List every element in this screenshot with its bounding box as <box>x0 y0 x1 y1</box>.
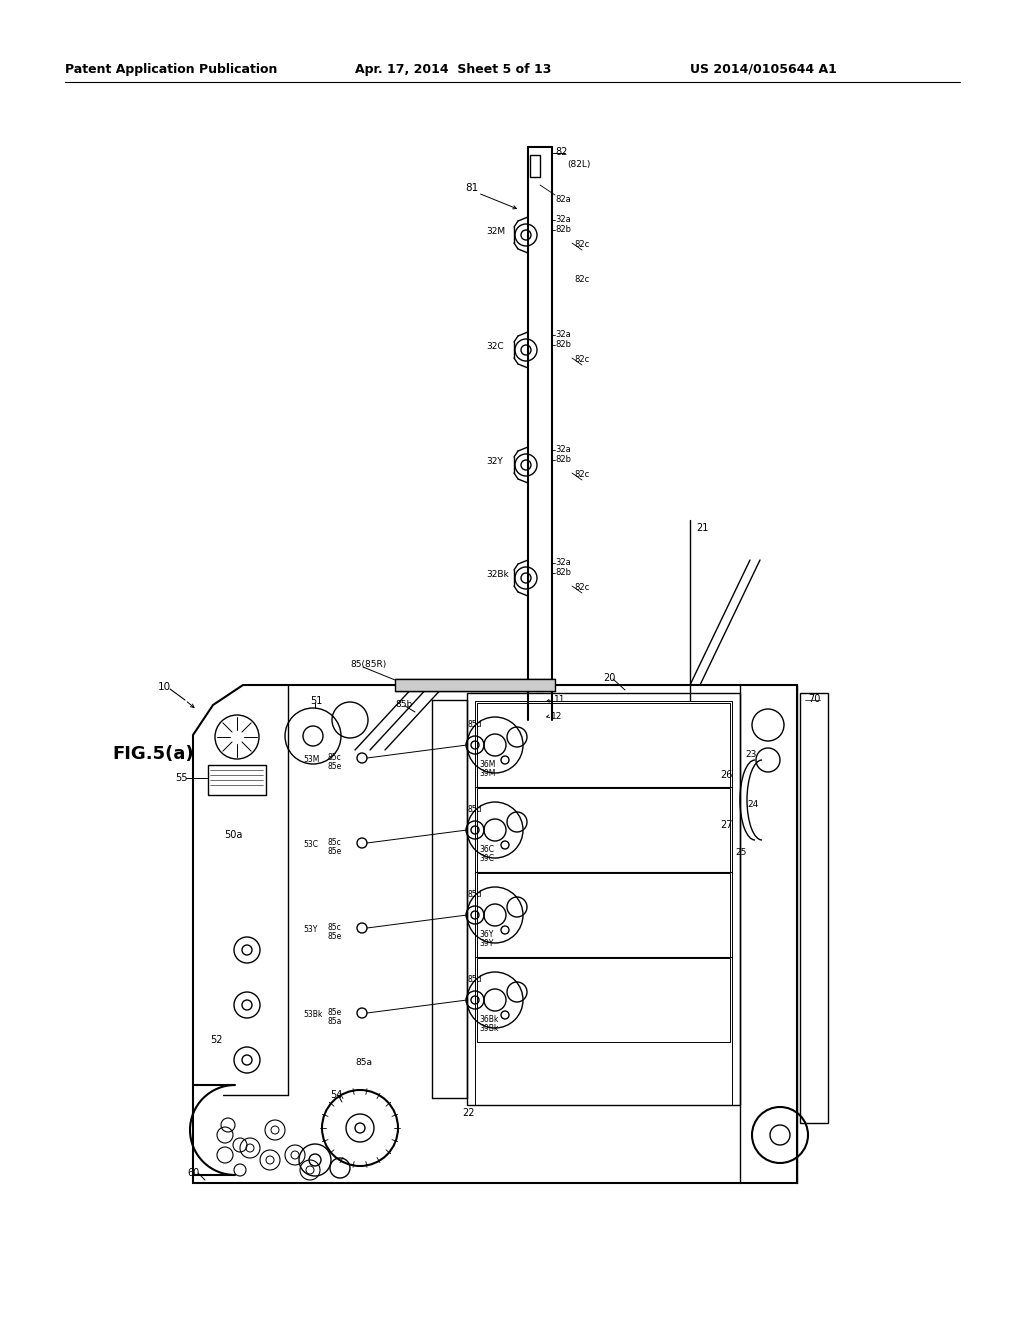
Text: 32C: 32C <box>486 342 504 351</box>
Text: 85c: 85c <box>327 752 341 762</box>
Text: 36Bk: 36Bk <box>479 1015 499 1024</box>
Text: 70: 70 <box>808 694 820 704</box>
Text: 32Bk: 32Bk <box>486 570 509 579</box>
Text: 82c: 82c <box>574 470 589 479</box>
Text: 82b: 82b <box>555 568 571 577</box>
Text: 11: 11 <box>554 696 565 704</box>
Text: 39Y: 39Y <box>479 939 494 948</box>
Text: 85e: 85e <box>327 847 341 855</box>
Text: 22: 22 <box>462 1107 474 1118</box>
Text: 81: 81 <box>465 183 478 193</box>
Text: 85a: 85a <box>355 1059 372 1067</box>
Text: 85d: 85d <box>468 805 482 814</box>
Text: 85a: 85a <box>327 1016 341 1026</box>
Text: 32a: 32a <box>555 215 570 224</box>
Bar <box>477 788 730 873</box>
Bar <box>477 958 730 1041</box>
Text: 53M: 53M <box>303 755 319 764</box>
Text: 52: 52 <box>210 1035 222 1045</box>
Text: 39C: 39C <box>479 854 494 863</box>
Text: 32a: 32a <box>555 558 570 568</box>
Bar <box>530 154 540 177</box>
Text: 85e: 85e <box>327 1008 341 1016</box>
Text: 82a: 82a <box>555 195 570 205</box>
Text: 82c: 82c <box>574 275 589 284</box>
Text: 82c: 82c <box>574 240 589 249</box>
Text: 85d: 85d <box>468 975 482 983</box>
Text: 39Bk: 39Bk <box>479 1024 499 1034</box>
Text: 32a: 32a <box>555 330 570 339</box>
Text: 27: 27 <box>720 820 732 830</box>
Text: Apr. 17, 2014  Sheet 5 of 13: Apr. 17, 2014 Sheet 5 of 13 <box>355 63 551 77</box>
Text: 53Bk: 53Bk <box>303 1010 323 1019</box>
Text: 85c: 85c <box>327 923 341 932</box>
Text: 82c: 82c <box>574 355 589 364</box>
Text: 26: 26 <box>720 770 732 780</box>
Text: 12: 12 <box>551 711 562 721</box>
Text: 85d: 85d <box>468 719 482 729</box>
Text: 85e: 85e <box>327 932 341 941</box>
Text: 85c: 85c <box>327 838 341 847</box>
Text: 32Y: 32Y <box>486 457 503 466</box>
Text: 60: 60 <box>187 1168 200 1177</box>
Text: 50a: 50a <box>224 830 243 840</box>
Text: 32M: 32M <box>486 227 505 236</box>
Text: FIG.5(a): FIG.5(a) <box>112 744 194 763</box>
Text: 82b: 82b <box>555 455 571 465</box>
Text: 82: 82 <box>555 147 567 157</box>
Text: 36Y: 36Y <box>479 931 494 939</box>
Text: 54: 54 <box>330 1090 342 1100</box>
Text: 55: 55 <box>175 774 187 783</box>
Text: Patent Application Publication: Patent Application Publication <box>65 63 278 77</box>
Text: 53C: 53C <box>303 840 318 849</box>
Text: 21: 21 <box>696 523 709 533</box>
Text: 85d: 85d <box>468 890 482 899</box>
Text: 39M: 39M <box>479 770 496 777</box>
Text: 51: 51 <box>310 696 323 706</box>
Text: US 2014/0105644 A1: US 2014/0105644 A1 <box>690 63 837 77</box>
Bar <box>477 704 730 787</box>
Bar <box>395 678 555 690</box>
Text: 85(85R): 85(85R) <box>350 660 386 669</box>
Text: 85b: 85b <box>395 700 413 709</box>
Text: 10: 10 <box>158 682 171 692</box>
Bar <box>208 766 266 795</box>
Text: 23: 23 <box>745 750 757 759</box>
Text: 82c: 82c <box>574 583 589 591</box>
Text: 32a: 32a <box>555 445 570 454</box>
Text: 36C: 36C <box>479 845 494 854</box>
Bar <box>477 873 730 957</box>
Text: 53Y: 53Y <box>303 925 317 935</box>
Bar <box>475 701 732 1105</box>
Text: (82L): (82L) <box>567 160 591 169</box>
Text: 25: 25 <box>735 847 746 857</box>
Bar <box>800 693 828 1123</box>
Text: 36M: 36M <box>479 760 496 770</box>
Text: 85e: 85e <box>327 762 341 771</box>
Text: 24: 24 <box>746 800 758 809</box>
Bar <box>467 693 740 1105</box>
Text: 82b: 82b <box>555 224 571 234</box>
Text: 82b: 82b <box>555 341 571 348</box>
Text: 20: 20 <box>603 673 615 682</box>
